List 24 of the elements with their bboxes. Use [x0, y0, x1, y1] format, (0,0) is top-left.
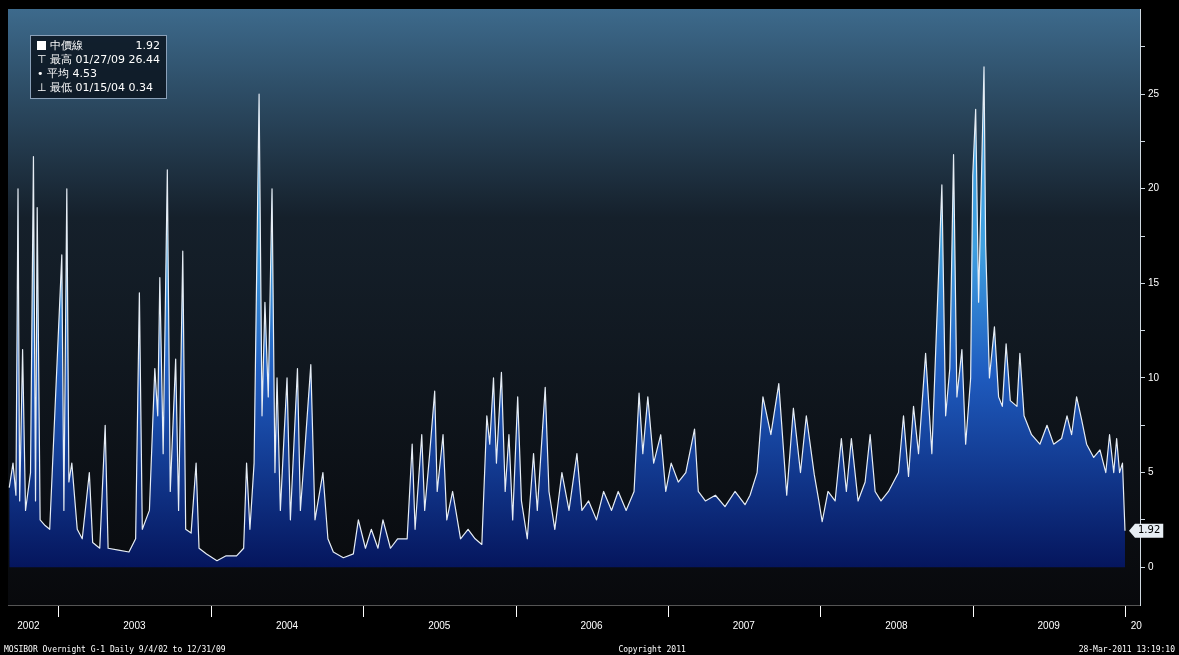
legend-label: 中價線: [49, 39, 83, 53]
y-tick-label: 0: [1148, 560, 1154, 572]
annotation: ⊤ 最高 01/27/09 26.44: [37, 53, 160, 67]
y-tick-label: 15: [1148, 277, 1160, 289]
text: MOSIBOR Overnight G-1 Daily 9/4/02 to 12/31/09: [4, 645, 226, 654]
annotation: • 平均 4.53: [37, 67, 98, 81]
x-tick-label: 2006: [580, 619, 604, 631]
y-tick-label: 25: [1148, 87, 1160, 99]
x-tick-label: 20: [1130, 619, 1143, 631]
y-tick-label: 5: [1148, 466, 1154, 478]
x-tick-label: 2008: [885, 619, 908, 631]
annotation: ⊥ 最低 01/15/04 0.34: [37, 81, 154, 95]
x-tick-label: 2004: [275, 619, 299, 631]
x-tick-label: 2003: [123, 619, 146, 631]
text: Copyright 2011: [618, 645, 686, 654]
x-tick-label: 2007: [732, 619, 756, 631]
y-tick-label: 20: [1148, 182, 1160, 194]
x-tick-label: 2002: [17, 619, 40, 631]
y-tick-label: 10: [1148, 371, 1160, 383]
text: 1.92: [135, 39, 160, 52]
x-tick-label: 2005: [428, 619, 451, 631]
text: 28-Mar-2011 13:19:10: [1078, 645, 1175, 654]
annotation: 1.92: [1137, 524, 1161, 536]
x-tick-label: 2009: [1037, 619, 1061, 631]
